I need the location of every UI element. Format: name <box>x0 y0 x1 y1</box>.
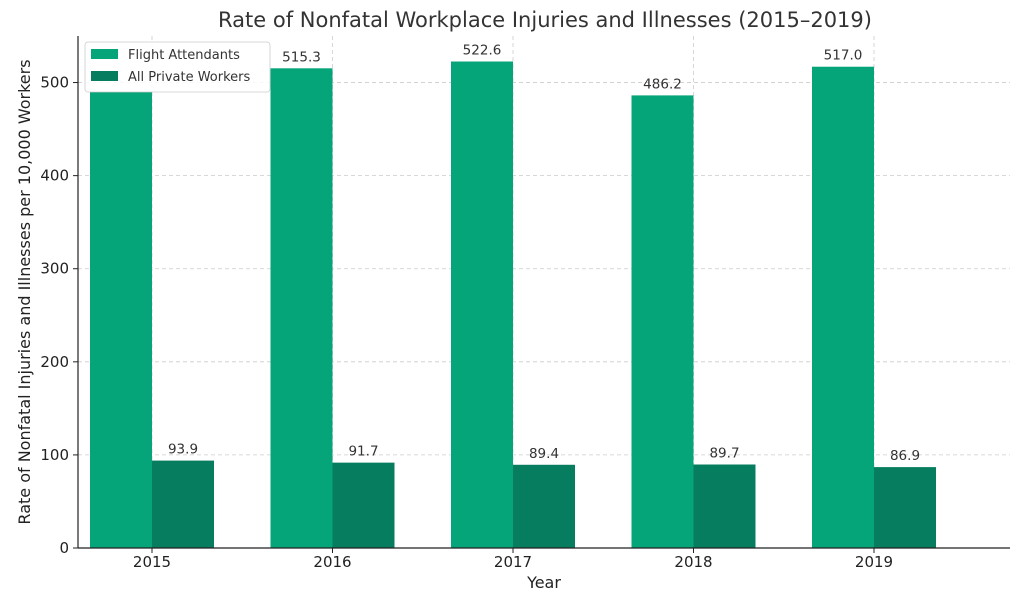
y-tick-label: 400 <box>40 167 69 185</box>
x-tick-label: 2019 <box>855 553 893 571</box>
y-axis-label: Rate of Nonfatal Injuries and Illnesses … <box>15 59 34 524</box>
x-tick-label: 2016 <box>313 553 351 571</box>
x-axis-label: Year <box>526 573 561 592</box>
x-tick-label: 2015 <box>133 553 171 571</box>
ticks-layer: 0 100 200 300 400 500 2015 2016 2017 2018 2019 <box>40 74 893 571</box>
data-label-all-private-workers: 89.4 <box>529 446 559 462</box>
x-tick-label: 2017 <box>494 553 532 571</box>
y-tick-label: 300 <box>40 260 69 278</box>
labels-layer: 515.3 522.6 486.2 517.0 93.9 91.7 89.4 89.7 86.9 <box>168 43 920 465</box>
bar-all-private-workers <box>513 464 575 548</box>
legend: Flight Attendants All Private Workers <box>84 41 271 93</box>
legend-swatch-all-private-workers <box>91 71 118 81</box>
y-tick-label: 0 <box>59 539 69 557</box>
data-label-all-private-workers: 93.9 <box>168 442 198 458</box>
data-label-all-private-workers: 91.7 <box>348 444 378 460</box>
data-label-flight-attendants: 486.2 <box>643 76 682 92</box>
bar-all-private-workers <box>332 462 395 548</box>
legend-label-all-private-workers: All Private Workers <box>128 70 251 85</box>
bar-flight-attendants <box>90 91 152 548</box>
bar-flight-attendants <box>270 68 333 548</box>
y-tick-label: 500 <box>40 74 69 92</box>
chart-title: Rate of Nonfatal Workplace Injuries and … <box>218 8 872 32</box>
data-label-flight-attendants: 522.6 <box>463 43 502 59</box>
legend-box <box>84 41 271 93</box>
data-label-flight-attendants: 515.3 <box>282 49 321 65</box>
legend-label-flight-attendants: Flight Attendants <box>128 48 240 63</box>
data-label-flight-attendants: 517.0 <box>824 48 863 64</box>
y-tick-label: 100 <box>40 446 69 464</box>
y-tick-label: 200 <box>40 353 69 371</box>
x-tick-label: 2018 <box>674 553 712 571</box>
bar-flight-attendants <box>451 61 513 549</box>
bar-flight-attendants <box>812 66 874 548</box>
bars-layer <box>90 61 936 549</box>
data-label-all-private-workers: 86.9 <box>890 448 920 464</box>
legend-swatch-flight-attendants <box>91 49 118 59</box>
data-label-all-private-workers: 89.7 <box>709 445 739 461</box>
bar-all-private-workers <box>693 464 756 548</box>
bar-all-private-workers <box>874 467 936 548</box>
bar-all-private-workers <box>152 460 214 548</box>
bar-flight-attendants <box>631 95 694 548</box>
